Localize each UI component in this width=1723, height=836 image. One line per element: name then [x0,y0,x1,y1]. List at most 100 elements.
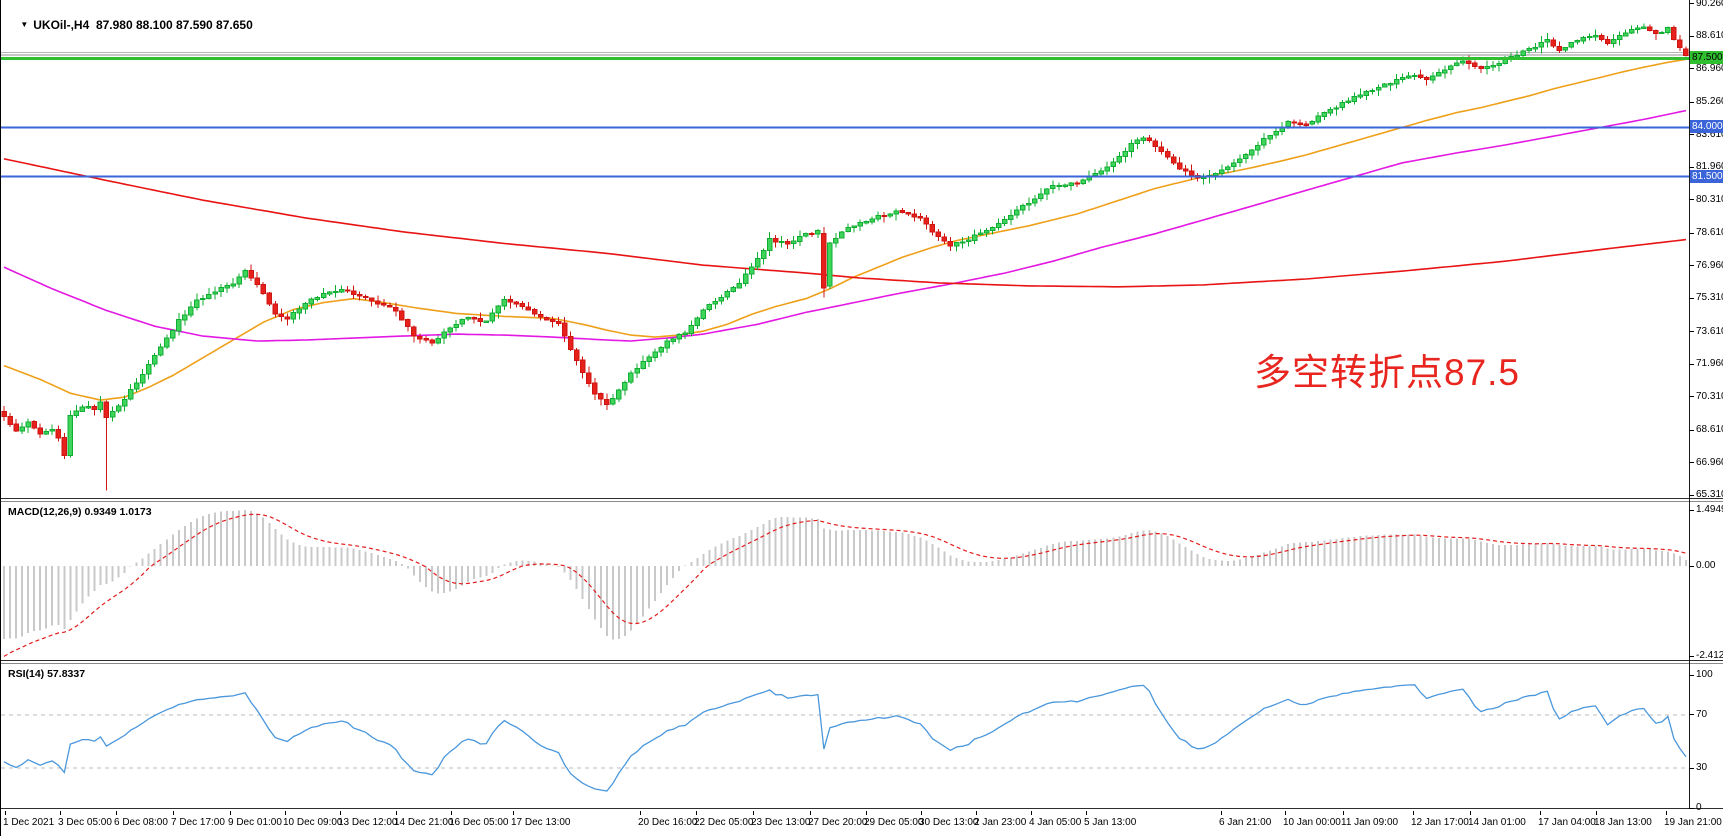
candle-body [1381,83,1388,88]
time-axis-tick [640,811,641,815]
candle-body [43,430,49,435]
time-axis-tick [285,811,286,815]
price-badge-84.000: 84.000 [1690,120,1723,134]
candle-body [1074,182,1080,185]
candle-body [254,277,260,285]
candle-body [441,331,447,339]
time-axis-tick [513,811,514,815]
axis-tick [1689,232,1694,234]
time-axis-tick [866,811,867,815]
time-axis-tick [976,811,977,815]
candle-body [314,296,321,300]
price-axis-label: 86.960 [1696,62,1723,74]
slow-ma-red [3,158,1687,288]
time-axis-label: 11 Jan 09:00 [1341,817,1399,828]
time-axis[interactable]: 1 Dec 2021 3 Dec 05:00 6 Dec 08:00 7 Dec 17… [1,811,1723,836]
candle-body [236,276,242,285]
candle-body [405,319,411,328]
axis-tick [1689,134,1694,136]
time-axis-label: 12 Jan 17:00 [1411,817,1469,828]
time-axis-tick [1086,811,1087,815]
candle-body [1562,47,1569,51]
main-price-plot[interactable] [1,0,1689,499]
candle-body [1080,179,1086,184]
time-axis-label: 10 Dec 09:00 [283,817,343,828]
candle-body [1237,158,1243,164]
annotation-text: 多空转折点87.5 [1254,352,1521,393]
rsi-plot[interactable] [1,665,1689,808]
candle-body [1556,45,1563,51]
candle-body [821,233,827,289]
candle-body [435,338,441,344]
candle-body [1303,123,1309,126]
candle-body [803,233,809,237]
axis-tick [1689,674,1694,676]
macd-axis-label: 0.00 [1696,560,1716,571]
candle-body [31,420,37,429]
candle-body [1321,112,1328,117]
time-axis-tick [230,811,231,815]
candle-body [905,212,912,215]
symbol-dropdown-icon[interactable]: ▼ [20,20,29,29]
candle-body [182,314,188,321]
candle-body [133,382,140,390]
time-axis-label: 6 Dec 08:00 [114,817,168,828]
axis-tick [1689,101,1694,103]
panel-separator[interactable] [1,498,1723,502]
candle-body [1158,146,1165,152]
candle-body [971,234,978,242]
candle-body [592,382,598,395]
time-axis-tick [60,811,61,815]
candle-body [1448,65,1454,71]
time-axis-tick [451,811,452,815]
price-axis[interactable]: 90.260 88.610 86.960 85.260 83.610 81.960 80.3… [1689,0,1723,813]
candle-body [1339,101,1346,109]
candle-body [507,299,514,303]
candle-body [19,426,25,432]
candle-body [622,381,628,391]
candle-body [1134,139,1141,145]
macd-plot[interactable] [1,503,1689,659]
candle-body [1345,100,1352,103]
price-axis-label: 70.310 [1696,390,1723,402]
candle-body [1297,122,1303,125]
candle-body [1592,35,1599,38]
axis-tick [1689,265,1694,267]
candle-body [1243,154,1249,159]
axis-tick [1689,714,1694,716]
axis-tick [1689,3,1694,5]
candle-body [429,339,435,344]
time-axis-label: 5 Jan 13:00 [1084,817,1137,828]
time-axis-tick [173,811,174,815]
candle-body [230,283,236,287]
candle-body [356,293,363,297]
time-axis-tick [1343,811,1344,815]
candle-body [1032,198,1038,204]
candle-body [1430,75,1436,81]
candle-body [7,416,13,426]
candle-body [1020,204,1026,211]
candle-body [1610,39,1617,45]
candle-body [1231,162,1237,168]
candle-body [109,410,116,418]
candle-body [652,351,658,358]
candle-body [164,337,170,348]
panel-separator[interactable] [1,660,1723,664]
candle-body [797,235,803,243]
candle-body [290,311,297,320]
candle-body [857,221,863,227]
candle-body [200,297,206,301]
time-axis-label: 2 Jan 23:00 [974,817,1027,828]
macd-axis-label: -2.4127 [1696,650,1723,662]
time-axis-tick [116,811,117,815]
candle-body [37,427,43,435]
candle-body [610,398,616,405]
candle-body [561,322,568,337]
candle-body [489,312,496,322]
candle-body [1436,72,1442,77]
time-axis-tick [1470,811,1471,815]
candle-body [1026,202,1032,206]
candle-body [483,320,490,323]
candle-body [1140,137,1147,141]
